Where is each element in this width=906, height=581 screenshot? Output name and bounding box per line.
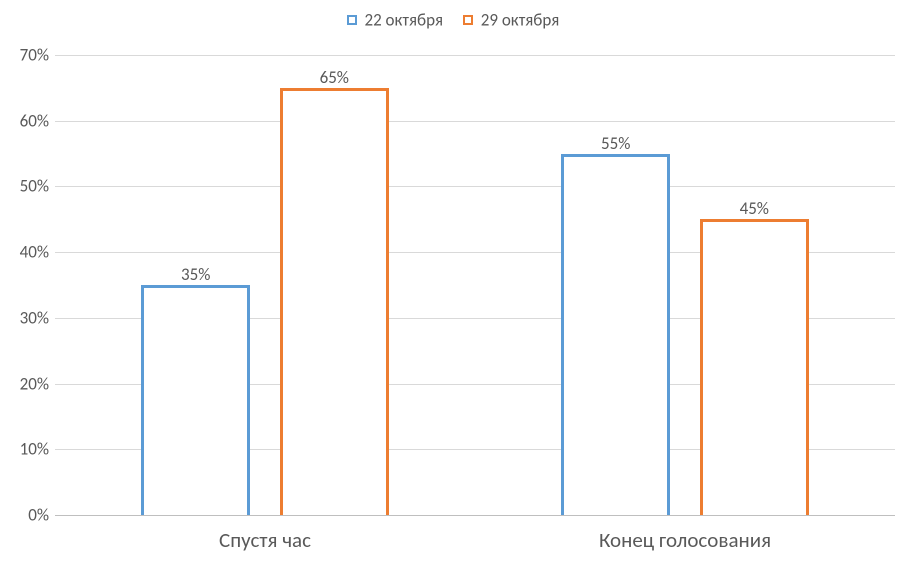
y-axis-label: 40% (5, 242, 49, 263)
legend-swatch-1 (463, 15, 473, 25)
legend-item-0: 22 октября (347, 8, 443, 30)
gridline (55, 55, 895, 56)
bar-value-label: 65% (283, 67, 386, 88)
y-axis-label: 70% (5, 45, 49, 66)
legend-item-1: 29 октября (463, 8, 559, 30)
bar: 55% (561, 154, 670, 515)
bar: 35% (141, 285, 250, 515)
bar-value-label: 35% (144, 264, 247, 285)
bar: 45% (700, 219, 809, 515)
gridline (55, 515, 895, 516)
legend-swatch-0 (347, 15, 357, 25)
y-axis-label: 10% (5, 439, 49, 460)
y-axis-label: 60% (5, 110, 49, 131)
x-axis-category-label: Конец голосования (599, 527, 771, 553)
bar-value-label: 45% (703, 198, 806, 219)
y-axis-label: 30% (5, 307, 49, 328)
x-axis-category-label: Спустя час (219, 527, 311, 553)
y-axis-label: 20% (5, 373, 49, 394)
y-axis-label: 0% (5, 505, 49, 526)
legend-label-0: 22 октября (364, 9, 443, 30)
bar-value-label: 55% (564, 133, 667, 154)
plot-area: 0%10%20%30%40%50%60%70%35%65%Спустя час5… (55, 55, 895, 515)
y-axis-label: 50% (5, 176, 49, 197)
bar: 65% (280, 88, 389, 515)
legend-label-1: 29 октября (481, 9, 560, 30)
gridline (55, 121, 895, 122)
bar-chart: 22 октября 29 октября 0% 10% 20% 30% 40% 50% 6… (0, 0, 906, 581)
legend: 22 октября 29 октября (0, 8, 906, 30)
gridline (55, 186, 895, 187)
